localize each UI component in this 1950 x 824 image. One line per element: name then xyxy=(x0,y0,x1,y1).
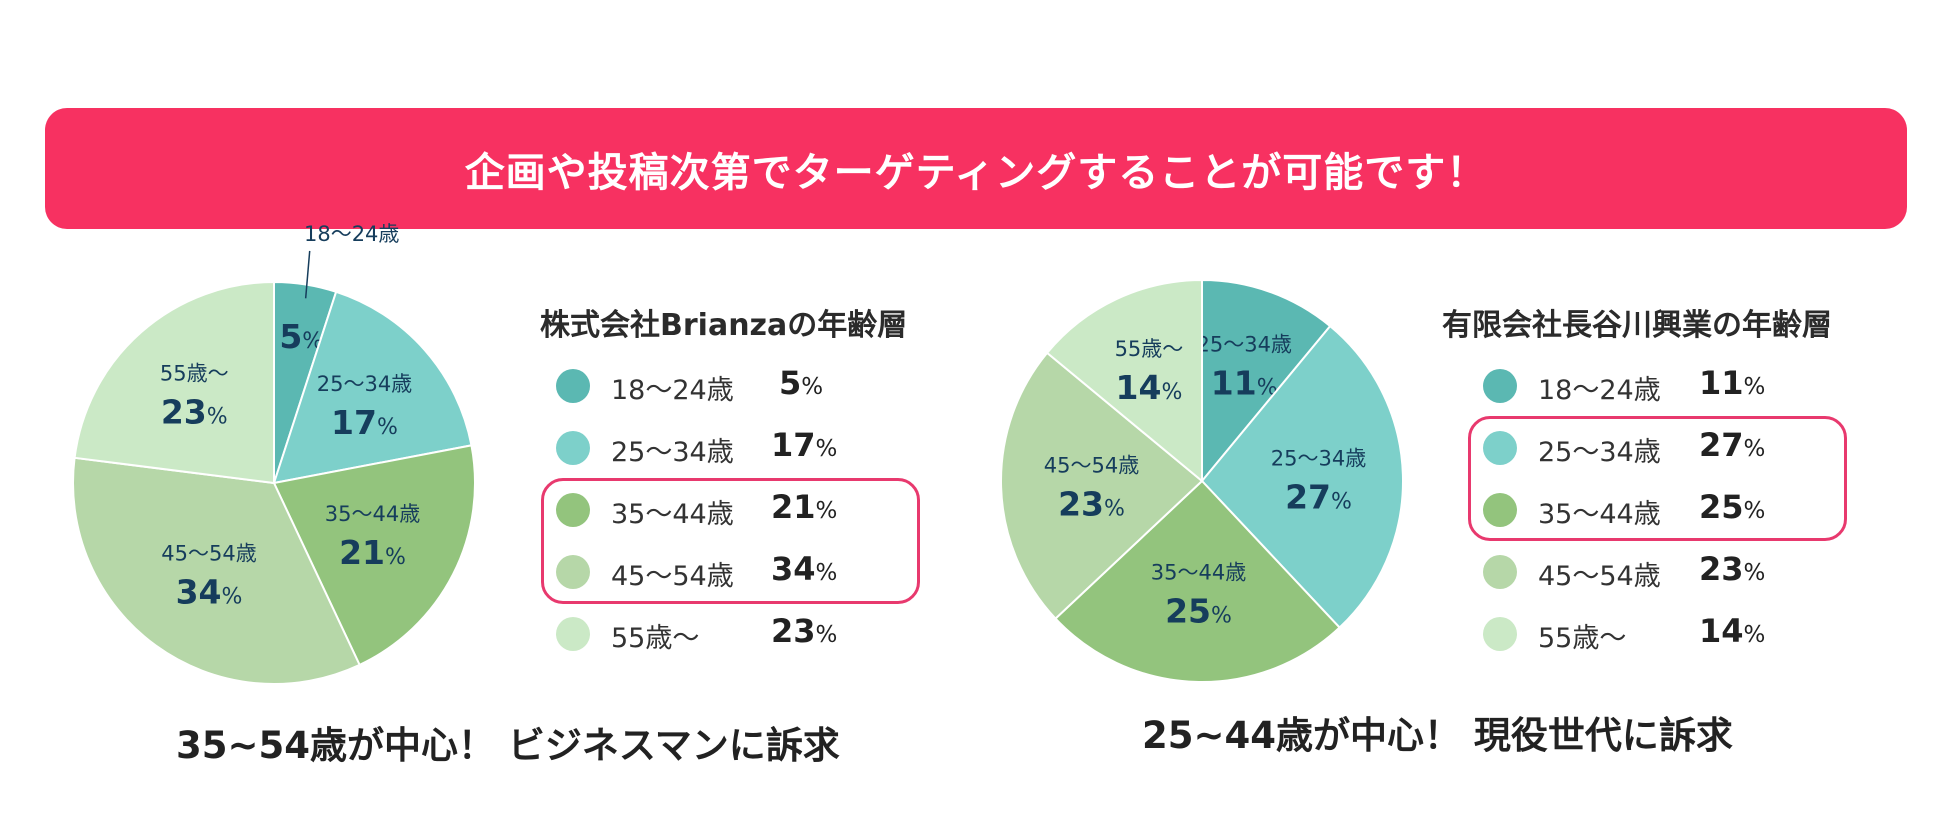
legend-label: 25〜34歳 xyxy=(611,437,734,468)
legend-value: 17% xyxy=(771,426,838,464)
legend-item: 35〜44歳 21% xyxy=(556,488,936,530)
legend-item: 55歳〜 23% xyxy=(556,612,936,654)
legend-item: 18〜24歳 11% xyxy=(1483,364,1863,406)
legend-swatch xyxy=(1483,555,1517,589)
pie-slice xyxy=(272,290,473,485)
leader-line xyxy=(304,250,311,299)
legend-value: 23% xyxy=(1699,550,1766,588)
legend-item: 45〜54歳 34% xyxy=(556,550,936,592)
pie-slice xyxy=(73,280,275,485)
legend-item: 35〜44歳 25% xyxy=(1483,488,1863,530)
chart-title-brianza: 株式会社Brianzaの年齢層 xyxy=(540,308,908,343)
pie-slice xyxy=(72,456,361,685)
legend-swatch xyxy=(556,431,590,465)
legend-swatch xyxy=(556,617,590,651)
legend-item: 55歳〜 14% xyxy=(1483,612,1863,654)
legend-label: 18〜24歳 xyxy=(611,375,734,406)
legend-item: 25〜34歳 17% xyxy=(556,426,936,468)
legend-swatch xyxy=(1483,369,1517,403)
legend-label: 35〜44歳 xyxy=(611,499,734,530)
legend-item: 45〜54歳 23% xyxy=(1483,550,1863,592)
legend-value: 23% xyxy=(771,612,838,650)
legend-value: 14% xyxy=(1699,612,1766,650)
slice-category-label: 35〜44歳 xyxy=(325,502,420,526)
legend-label: 25〜34歳 xyxy=(1538,437,1661,468)
legend-label: 55歳〜 xyxy=(611,623,700,654)
legend-item: 18〜24歳 5% xyxy=(556,364,936,406)
legend-swatch xyxy=(556,369,590,403)
headline-text: 企画や投稿次第でターゲティングすることが可能です！ xyxy=(464,149,1488,196)
legend-swatch xyxy=(1483,617,1517,651)
legend-value: 25% xyxy=(1699,488,1766,526)
legend-label: 45〜54歳 xyxy=(1538,561,1661,592)
caption-brianza: 35~54歳が中心！ ビジネスマンに訴求 xyxy=(176,724,840,767)
legend-label: 35〜44歳 xyxy=(1538,499,1661,530)
legend-item: 25〜34歳 27% xyxy=(1483,426,1863,468)
headline-banner: 企画や投稿次第でターゲティングすることが可能です！ xyxy=(45,108,1907,229)
pie-slice xyxy=(272,444,476,667)
chart-title-hasegawa: 有限会社長谷川興業の年齢層 xyxy=(1442,308,1832,343)
legend-label: 45〜54歳 xyxy=(611,561,734,592)
slice-category-label: 45〜54歳 xyxy=(161,541,256,565)
slice-category-label: 55歳〜 xyxy=(160,362,229,386)
legend-value: 5% xyxy=(779,364,824,402)
legend-label: 18〜24歳 xyxy=(1538,375,1661,406)
slice-value-label: 17% xyxy=(331,403,398,442)
legend-value: 21% xyxy=(771,488,838,526)
legend-value: 11% xyxy=(1699,364,1766,402)
caption-hasegawa: 25~44歳が中心！ 現役世代に訴求 xyxy=(1142,714,1733,757)
legend-value: 27% xyxy=(1699,426,1766,464)
highlight-box-hasegawa xyxy=(1468,416,1847,541)
legend-label: 55歳〜 xyxy=(1538,623,1627,654)
slice-category-label: 25〜34歳 xyxy=(317,372,412,396)
highlight-box-brianza xyxy=(541,478,920,604)
legend-value: 34% xyxy=(771,550,838,588)
slice-category-label: 18〜24歳 xyxy=(304,222,399,246)
